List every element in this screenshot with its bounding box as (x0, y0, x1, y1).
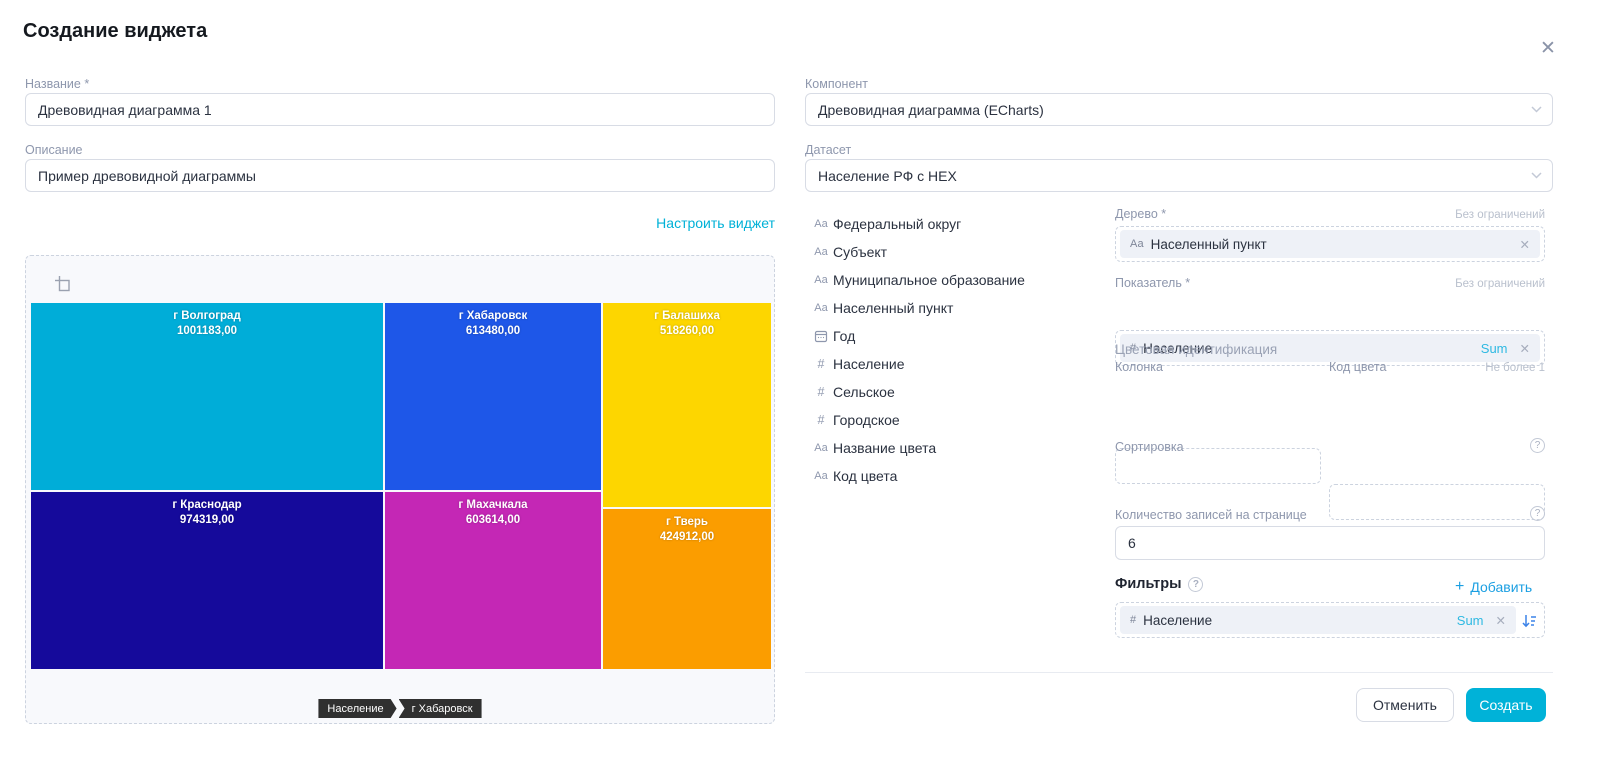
treemap-cell[interactable]: г Волгоград 1001183,00 (31, 303, 383, 490)
create-button[interactable]: Создать (1466, 688, 1546, 722)
aggregation-badge[interactable]: Sum (1456, 612, 1484, 628)
dataset-fields-list: Аа Федеральный округ Аа Субъект Аа Муниц… (809, 210, 1109, 490)
remove-icon[interactable]: ✕ (1519, 341, 1530, 356)
measure-limit: Без ограничений (1455, 278, 1545, 290)
close-icon[interactable]: ✕ (1540, 37, 1556, 59)
tree-limit: Без ограничений (1455, 209, 1545, 221)
aggregation-badge[interactable]: Sum (1480, 340, 1508, 356)
treemap-cell-value: 1001183,00 (176, 324, 238, 337)
color-column-drop-zone[interactable] (1115, 448, 1321, 484)
treemap-cell-value: 424912,00 (659, 530, 715, 543)
filters-title: Фильтры (1115, 576, 1182, 592)
string-type-icon: Аа (814, 246, 828, 258)
treemap-cell[interactable]: г Краснодар 974319,00 (31, 492, 383, 669)
description-input[interactable] (25, 159, 775, 192)
treemap-cell-value: 613480,00 (465, 324, 521, 337)
field-item[interactable]: # Население (809, 350, 1109, 378)
cancel-button[interactable]: Отменить (1356, 688, 1454, 722)
treemap-cell[interactable]: г Махачкала 603614,00 (385, 492, 601, 669)
tree-drop-zone[interactable]: Аа Населенный пункт ✕ (1115, 226, 1545, 262)
treemap-cell-name: г Волгоград (173, 310, 241, 322)
treemap-cell-name: г Хабаровск (458, 310, 528, 322)
component-select[interactable]: Древовидная диаграмма (ECharts) (805, 93, 1553, 126)
measure-drop-zone[interactable]: # Население Sum ✕ (1115, 330, 1545, 366)
dataset-label: Датасет (805, 143, 852, 157)
add-filter-button[interactable]: + Добавить (1455, 578, 1533, 595)
remove-icon[interactable]: ✕ (1519, 237, 1530, 252)
string-type-icon: Аа (814, 470, 828, 482)
remove-icon[interactable]: ✕ (1495, 613, 1506, 628)
page-size-input[interactable] (1115, 526, 1545, 560)
field-item[interactable]: # Городское (809, 406, 1109, 434)
treemap-cell-value: 603614,00 (465, 513, 521, 526)
field-item[interactable]: Аа Название цвета (809, 434, 1109, 462)
color-code-label: Код цвета (1329, 360, 1387, 374)
string-type-icon: Аа (814, 218, 828, 230)
field-item[interactable]: Аа Населенный пункт (809, 294, 1109, 322)
chevron-down-icon (1531, 106, 1542, 113)
crop-icon[interactable] (54, 275, 72, 293)
number-type-icon: # (817, 413, 825, 427)
number-type-icon: # (817, 357, 825, 371)
treemap-cell-value: 518260,00 (659, 324, 715, 337)
treemap-breadcrumb: Население г Хабаровск (26, 699, 774, 718)
measure-label: Показатель * (1115, 276, 1191, 290)
page-title: Создание виджета (23, 20, 208, 42)
field-item[interactable]: Аа Муниципальное образование (809, 266, 1109, 294)
chevron-down-icon (1531, 172, 1542, 179)
filters-help-icon[interactable]: ? (1188, 576, 1204, 592)
plus-icon: + (1455, 578, 1465, 595)
page-size-help-icon[interactable]: ? (1530, 506, 1545, 521)
treemap-cell-value: 974319,00 (179, 513, 235, 526)
name-label: Название * (25, 77, 90, 91)
treemap-cell-name: г Балашиха (654, 310, 720, 322)
treemap-cell-name: г Краснодар (172, 499, 242, 511)
treemap-cell[interactable]: г Тверь 424912,00 (603, 509, 771, 669)
page-size-label: Количество записей на странице (1115, 508, 1307, 522)
field-item[interactable]: # Сельское (809, 378, 1109, 406)
footer-divider (805, 672, 1553, 673)
breadcrumb-item[interactable]: Население (318, 699, 396, 718)
sorting-label: Сортировка (1115, 440, 1184, 454)
field-item[interactable]: Аа Федеральный округ (809, 210, 1109, 238)
dataset-select-value: Население РФ с HEX (818, 167, 957, 184)
dataset-select[interactable]: Население РФ с HEX (805, 159, 1553, 192)
tree-field-chip[interactable]: Аа Населенный пункт ✕ (1120, 230, 1540, 258)
string-type-icon: Аа (814, 302, 828, 314)
color-code-drop-zone[interactable] (1329, 484, 1545, 520)
field-item[interactable]: Год (809, 322, 1109, 350)
sorting-field-chip[interactable]: # Население Sum ✕ (1120, 606, 1516, 634)
treemap-cell-name: г Тверь (666, 516, 708, 528)
breadcrumb-item[interactable]: г Хабаровск (398, 699, 482, 718)
number-type-icon: # (1130, 614, 1137, 626)
field-item[interactable]: Аа Код цвета (809, 462, 1109, 490)
treemap-cell-name: г Махачкала (458, 499, 528, 511)
calendar-icon (809, 329, 833, 343)
color-identification-title: Цветовая идентификация (1115, 342, 1278, 357)
treemap-preview: г Волгоград 1001183,00 г Хабаровск 61348… (31, 303, 771, 669)
measure-field-chip[interactable]: # Население Sum ✕ (1120, 334, 1540, 362)
treemap-cell[interactable]: г Балашиха 518260,00 (603, 303, 771, 507)
sort-descending-icon[interactable] (1521, 613, 1537, 629)
sorting-drop-zone[interactable]: # Население Sum ✕ (1115, 602, 1545, 638)
component-select-value: Древовидная диаграмма (ECharts) (818, 101, 1044, 118)
string-type-icon: Аа (814, 442, 828, 454)
tree-label: Дерево * (1115, 207, 1167, 221)
description-label: Описание (25, 143, 83, 157)
widget-preview-panel: г Волгоград 1001183,00 г Хабаровск 61348… (25, 255, 775, 724)
field-item[interactable]: Аа Субъект (809, 238, 1109, 266)
configure-widget-link[interactable]: Настроить виджет (656, 215, 775, 231)
component-label: Компонент (805, 77, 869, 91)
string-type-icon: Аа (814, 274, 828, 286)
sorting-help-icon[interactable]: ? (1530, 438, 1545, 453)
color-column-label: Колонка (1115, 360, 1163, 374)
number-type-icon: # (817, 385, 825, 399)
color-code-limit: Не более 1 (1485, 362, 1545, 374)
name-input[interactable] (25, 93, 775, 126)
number-type-icon: # (1130, 342, 1137, 354)
string-type-icon: Аа (1130, 238, 1144, 250)
treemap-cell[interactable]: г Хабаровск 613480,00 (385, 303, 601, 490)
